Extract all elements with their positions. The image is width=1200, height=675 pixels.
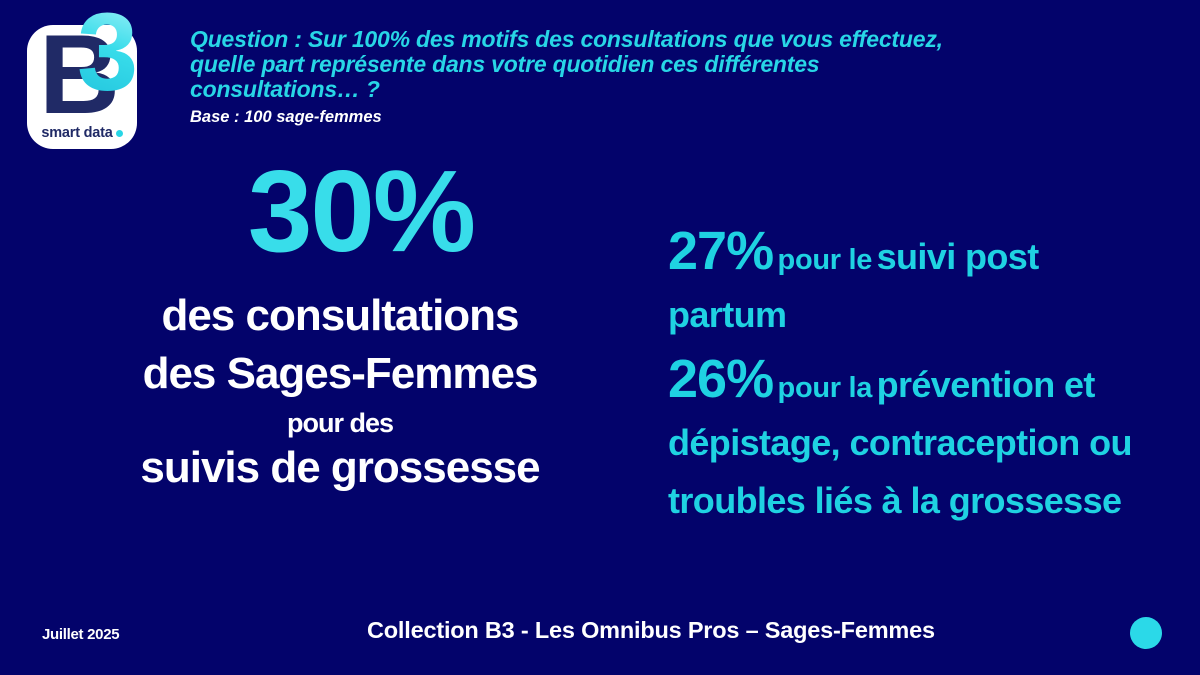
main-stat-line-4: suivis de grossesse [140, 443, 540, 492]
footer-cyan-dot-icon [1130, 617, 1162, 649]
side-stats-block: 27% pour le suivi post partum 26% pour l… [668, 224, 1158, 540]
logo-brand-label: smart data [41, 125, 113, 141]
side-stat-connector: pour la [777, 372, 873, 404]
side-stat-label: suivi post partum [668, 236, 1039, 335]
logo-letter-b: B [39, 19, 120, 131]
question-line-1: Question : Sur 100% des motifs des consu… [190, 26, 943, 52]
side-stat-suivi-post-partum: 27% pour le suivi post partum [668, 224, 1158, 348]
main-stat-line-3: pour des [286, 408, 394, 438]
logo-brand-dot-icon [115, 130, 123, 137]
base-note: Base : 100 sage-femmes [190, 108, 382, 126]
side-stat-connector: pour le [777, 244, 873, 276]
side-stat-value: 26% [668, 349, 774, 409]
question-line-3: consultations… ? [190, 76, 380, 102]
logo-digit-3: 3 [77, 0, 139, 114]
footer-date: Juillet 2025 [42, 626, 120, 643]
footer-collection-title: Collection B3 - Les Omnibus Pros – Sages… [367, 617, 935, 643]
logo-brand-text: smart data [27, 125, 137, 141]
b3-smart-data-logo: B 3 smart data [27, 0, 138, 149]
main-stat-line-2: des Sages-Femmes [142, 349, 539, 398]
side-stat-prevention-depistage: 26% pour la prévention et dépistage, con… [668, 352, 1158, 534]
main-stat-value: 30% [247, 146, 476, 276]
side-stat-label: prévention et dépistage, contraception o… [668, 364, 1132, 521]
main-stat-block: 30% des consultations des Sages-Femmes p… [95, 153, 585, 493]
main-stat-line-1: des consultations [161, 291, 519, 340]
question-block: Question : Sur 100% des motifs des consu… [190, 26, 1140, 127]
side-stat-value: 27% [668, 221, 774, 281]
question-line-2: quelle part représente dans votre quotid… [190, 51, 820, 77]
